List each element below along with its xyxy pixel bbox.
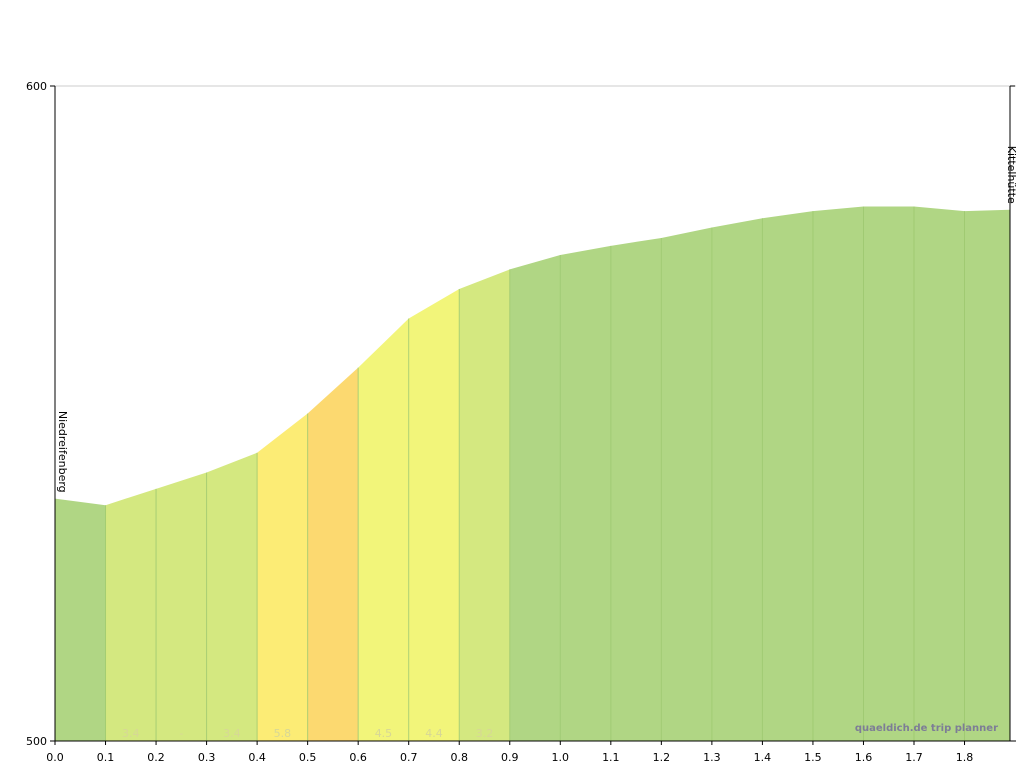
elevation-segment-14 [762, 211, 813, 742]
elevation-segment-5 [307, 367, 359, 741]
x-tick-label-8: 0.8 [450, 751, 468, 764]
place-label-0: Niedreifenberg [56, 411, 69, 493]
axes: 500 600 0.0 0.1 0.2 0.3 0.4 0.5 0.6 0.7 0.8 0.9 1.0 1… [26, 80, 1016, 764]
elevation-segment-8 [459, 269, 510, 741]
elevation-segment-1 [105, 488, 157, 741]
x-tick-label-17: 1.7 [905, 751, 923, 764]
place-label-1: Kittelhütte [1005, 146, 1018, 204]
elevation-segment-18 [964, 209, 1010, 742]
elevation-segment-7 [408, 289, 460, 741]
x-tick-label-9: 0.9 [501, 751, 519, 764]
elevation-segment-9 [509, 254, 561, 742]
segment-label-2: - [179, 727, 183, 740]
x-tick-label-14: 1.4 [754, 751, 772, 764]
y-tick-label-1: 600 [26, 80, 47, 93]
x-tick-label-13: 1.3 [703, 751, 721, 764]
segment-label-3: 3.4 [223, 727, 241, 740]
x-tick-label-0: 0.0 [46, 751, 64, 764]
watermark: quaeldich.de trip planner [855, 723, 998, 734]
elevation-segment-10 [560, 245, 611, 741]
x-tick-label-10: 1.0 [552, 751, 570, 764]
elevation-segment-12 [661, 227, 712, 742]
x-tick-label-3: 0.3 [198, 751, 216, 764]
segment-label-8: 3.2 [476, 727, 494, 740]
segment-label-4: 5.8 [274, 727, 292, 740]
elevation-segment-2 [156, 472, 207, 741]
x-tick-label-7: 0.7 [400, 751, 418, 764]
x-tick-label-4: 0.4 [248, 751, 266, 764]
y-tick-label-0: 500 [26, 735, 47, 748]
segment-label-1: 3.4 [122, 727, 140, 740]
elevation-segment-3 [206, 452, 258, 741]
elevation-segment-11 [610, 237, 662, 741]
x-tick-label-2: 0.2 [147, 751, 165, 764]
elevation-segment-0 [55, 498, 106, 741]
elevation-segment-6 [358, 318, 409, 741]
x-tick-label-12: 1.2 [653, 751, 671, 764]
x-tick-label-6: 0.6 [349, 751, 367, 764]
x-tick-label-18: 1.8 [956, 751, 974, 764]
x-tick-label-15: 1.5 [804, 751, 822, 764]
elevation-segment-4 [257, 413, 308, 741]
elevation-segments [55, 206, 1010, 742]
elevation-segment-17 [913, 206, 965, 741]
x-tick-label-16: 1.6 [855, 751, 873, 764]
segment-gradient-labels: 3.4 - 3.4 5.8 4.5 4.4 3.2 [122, 727, 493, 740]
elevation-segment-16 [863, 206, 914, 741]
x-tick-label-11: 1.1 [602, 751, 620, 764]
x-tick-label-5: 0.5 [299, 751, 317, 764]
place-labels: Niedreifenberg Kittelhütte [56, 146, 1018, 493]
elevation-segment-15 [812, 206, 864, 741]
elevation-segment-13 [711, 218, 763, 741]
x-tick-label-1: 0.1 [97, 751, 115, 764]
segment-label-7: 4.4 [425, 727, 443, 740]
segment-label-6: 4.5 [375, 727, 393, 740]
